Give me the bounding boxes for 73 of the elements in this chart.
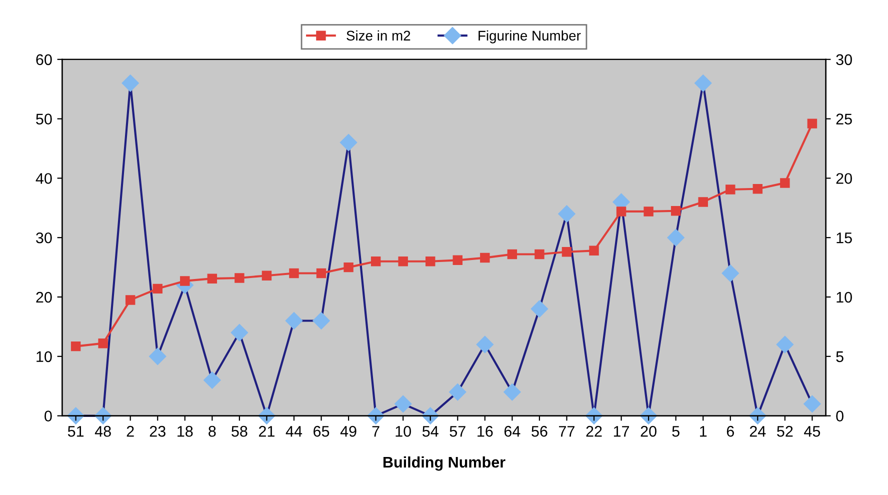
x-tick-label: 22 (586, 426, 602, 437)
y-tick-label: 10 (36, 351, 52, 362)
y2-tick-label: 10 (836, 292, 852, 303)
x-tick-label: 54 (422, 426, 438, 437)
y-tick-label: 20 (36, 292, 52, 303)
x-tick-label: 48 (94, 426, 111, 437)
y2-tick-label: 25 (836, 114, 852, 124)
x-tick-label: 20 (640, 426, 656, 437)
legend-label: Size in m2 (346, 30, 410, 41)
point (752, 184, 763, 194)
x-tick-label: 8 (208, 426, 216, 437)
point (480, 252, 490, 263)
point (398, 256, 408, 266)
point (262, 270, 272, 280)
x-tick-label: 16 (478, 426, 493, 437)
point (125, 295, 136, 305)
point (234, 273, 244, 283)
point (452, 255, 462, 266)
point (507, 249, 518, 260)
point (207, 274, 218, 284)
point (289, 268, 299, 278)
y-tick-label: 60 (36, 54, 52, 66)
x-tick-label: 77 (559, 426, 574, 437)
y2-tick-label: 15 (836, 232, 852, 244)
y-tick-label: 30 (36, 232, 52, 244)
y2-tick-label: 5 (836, 351, 844, 362)
x-tick-label: 18 (178, 426, 193, 437)
x-tick-label: 24 (750, 426, 766, 437)
point (344, 262, 354, 272)
x-tick-label: 52 (777, 426, 793, 437)
x-axis-title: Building Number (383, 456, 506, 471)
x-tick-label: 49 (340, 426, 356, 437)
point (698, 197, 708, 207)
point (426, 256, 436, 266)
point (589, 246, 599, 256)
x-tick-label: 64 (504, 426, 520, 437)
y2-tick-label: 0 (836, 410, 844, 422)
x-tick-label: 65 (314, 426, 330, 437)
point (726, 184, 736, 194)
point (534, 249, 544, 260)
x-tick-label: 2 (126, 426, 134, 437)
y-tick-label: 40 (36, 173, 52, 184)
point (644, 206, 654, 216)
x-tick-label: 56 (532, 426, 548, 437)
x-tick-label: 21 (258, 426, 274, 437)
x-tick-label: 57 (450, 426, 466, 437)
y2-tick-label: 20 (836, 173, 852, 184)
x-tick-label: 17 (614, 426, 630, 437)
legend-label: Figurine Number (478, 30, 581, 44)
point (70, 341, 81, 352)
x-tick-label: 6 (726, 426, 734, 437)
point (616, 206, 626, 216)
x-tick-label: 23 (150, 426, 166, 437)
x-tick-label: 10 (396, 426, 411, 437)
x-tick-label: 1 (700, 426, 707, 437)
x-tick-label: 44 (286, 426, 302, 437)
point (98, 338, 108, 348)
y-tick-label: 50 (36, 114, 52, 124)
point (180, 276, 190, 286)
y-tick-label: 0 (44, 410, 52, 422)
x-tick-label: 45 (804, 426, 820, 437)
x-tick-label: 58 (232, 426, 248, 437)
point (152, 284, 162, 294)
point (562, 246, 572, 257)
x-tick-label: 51 (68, 426, 84, 437)
x-tick-label: 7 (372, 426, 380, 437)
x-tick-label: 5 (672, 426, 680, 437)
y2-tick-label: 30 (836, 54, 852, 66)
point (670, 206, 681, 216)
point (316, 268, 326, 278)
point (780, 178, 790, 188)
point (370, 256, 381, 266)
point (807, 118, 818, 128)
